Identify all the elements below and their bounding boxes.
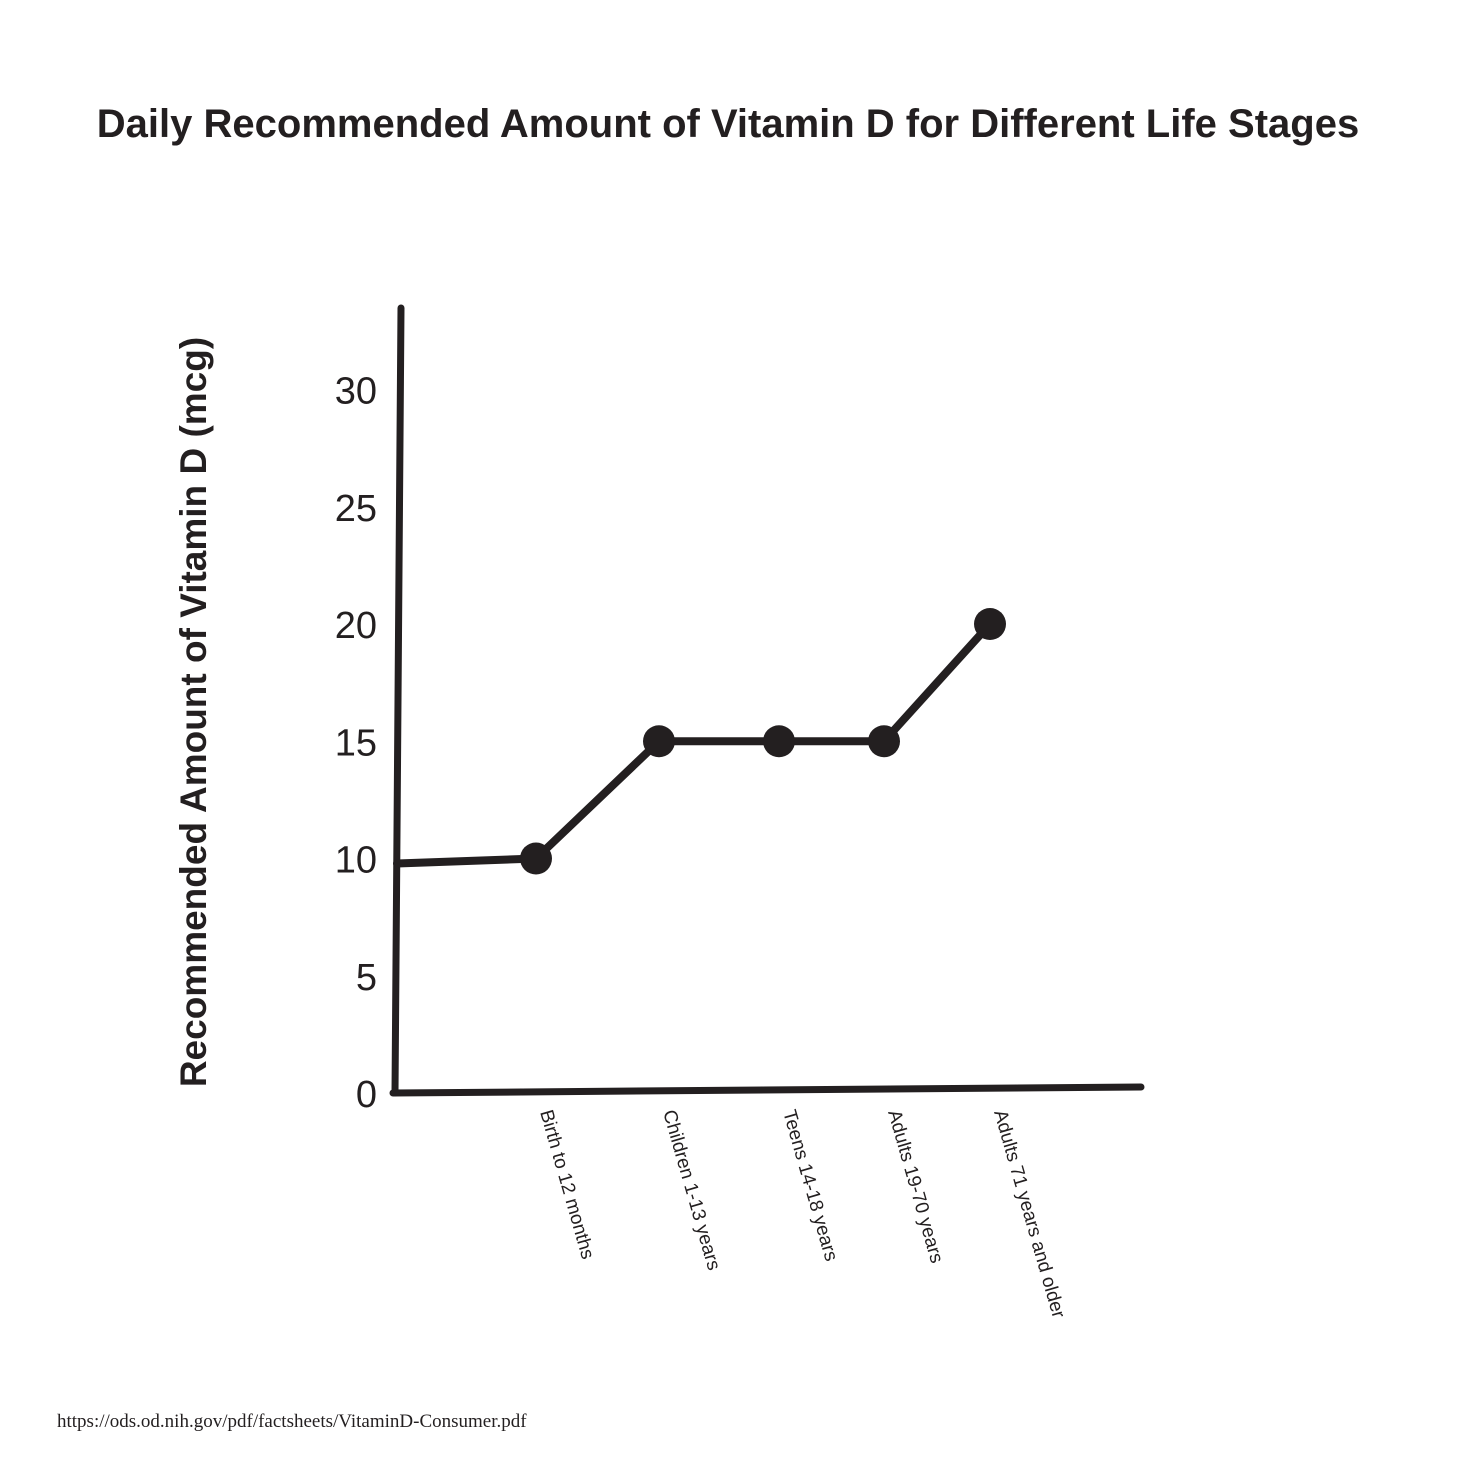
y-tick-label: 25 (335, 488, 377, 530)
axes (389, 304, 1145, 1097)
line-chart: 0 5 10 15 20 25 30 Birth to 12 months Children … (173, 304, 1145, 1322)
y-tick-label: 5 (356, 957, 377, 999)
y-axis-label: Recommended Amount of Vitamin D (mcg) (173, 337, 214, 1087)
x-category-label: Teens 14-18 years (778, 1108, 841, 1264)
x-category-label: Adults 19-70 years (883, 1108, 947, 1266)
y-tick-label: 10 (335, 840, 377, 882)
series-line (393, 620, 994, 868)
data-point (868, 725, 900, 758)
x-category-labels: Birth to 12 months Children 1-13 years Tee… (535, 1108, 1069, 1322)
y-tick-label: 0 (356, 1074, 377, 1116)
x-category-label: Children 1-13 years (658, 1108, 724, 1273)
x-category-label: Adults 71 years and older (989, 1108, 1069, 1322)
source-url: https://ods.od.nih.gov/pdf/factsheets/Vi… (57, 1411, 527, 1432)
data-point (974, 608, 1006, 640)
data-series (393, 608, 1006, 875)
chart-title: Daily Recommended Amount of Vitamin D fo… (96, 102, 1360, 146)
x-axis-line (389, 1083, 1145, 1097)
data-point (763, 725, 795, 758)
y-tick-label: 15 (335, 722, 377, 764)
data-point (643, 725, 675, 758)
y-tick-label: 30 (335, 371, 377, 413)
y-axis-line (391, 304, 405, 1097)
y-tick-label: 20 (335, 605, 377, 647)
y-tick-labels: 0 5 10 15 20 25 30 (335, 371, 377, 1117)
data-point (520, 842, 552, 875)
x-category-label: Birth to 12 months (535, 1108, 598, 1262)
